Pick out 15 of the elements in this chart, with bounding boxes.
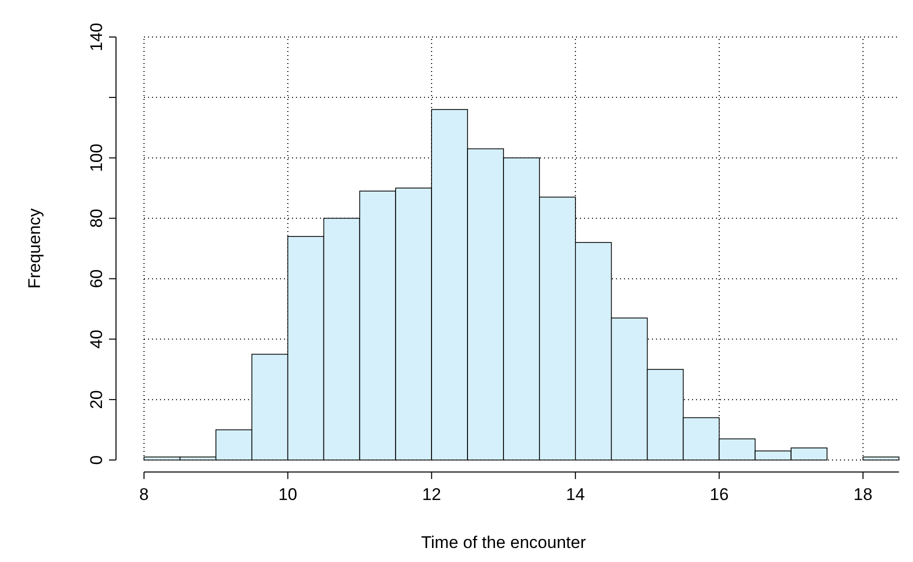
y-tick-label: 40: [87, 330, 106, 349]
y-tick-label: 140: [87, 22, 106, 52]
x-tick-label: 14: [566, 485, 585, 504]
y-axis-title: Frequency: [25, 208, 44, 289]
x-tick-label: 12: [422, 485, 442, 504]
y-tick-label: 60: [87, 269, 106, 288]
x-tick-label: 16: [710, 485, 729, 504]
y-tick-label: 80: [87, 208, 106, 228]
y-tick-label: 0: [87, 455, 106, 465]
x-tick-label: 8: [139, 485, 149, 504]
x-tick-label: 18: [854, 485, 872, 504]
x-axis-title: Time of the encounter: [421, 533, 586, 552]
y-tick-label: 100: [87, 144, 106, 172]
x-tick-label: 10: [278, 485, 298, 504]
y-tick-label: 20: [87, 390, 106, 410]
